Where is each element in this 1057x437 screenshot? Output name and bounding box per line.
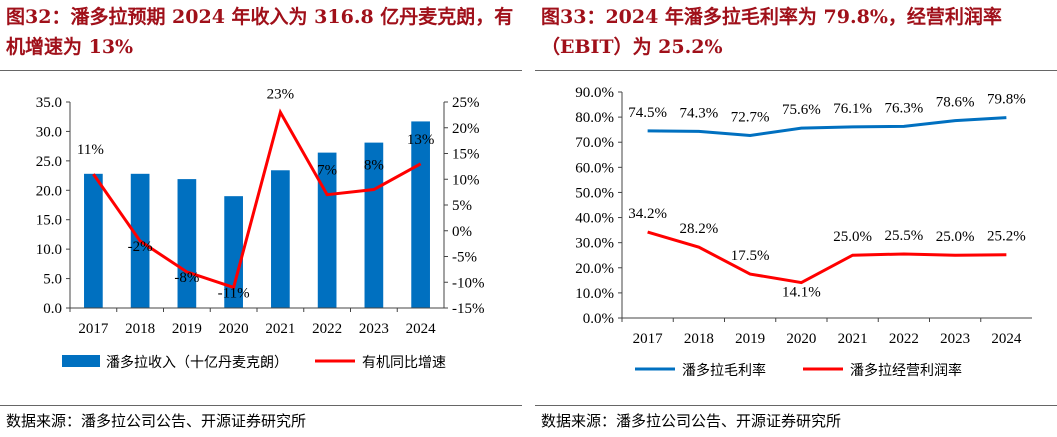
data-label: -2% (128, 239, 153, 255)
ebit-margin-line (647, 230, 1007, 285)
y-tick-label: 0.0% (583, 311, 614, 327)
x-tick-label: 2020 (786, 331, 816, 347)
data-label: 14.1% (782, 285, 821, 301)
y-tick-label: 90.0% (575, 85, 614, 101)
data-label: 76.1% (833, 101, 872, 117)
bar (317, 152, 337, 308)
x-tick-label: 2019 (735, 331, 765, 347)
data-label: 7% (317, 163, 337, 179)
right-figure-title: 图33：2024 年潘多拉毛利率为 79.8%，经营利润率（EBIT）为 25.… (541, 6, 1002, 58)
legend-label: 有机同比增速 (362, 355, 446, 371)
x-tick-label: 2021 (838, 331, 868, 347)
data-label: 25.0% (833, 229, 872, 245)
divider (535, 70, 1057, 71)
legend-label: 潘多拉毛利率 (682, 362, 766, 379)
divider (0, 405, 522, 406)
y-tick-label: 20.0% (575, 261, 614, 277)
x-tick-label: 2020 (219, 321, 249, 337)
y-tick-label: 80.0% (575, 110, 614, 126)
y2-tick-label: -10% (452, 275, 485, 291)
data-label: 74.5% (628, 105, 667, 121)
data-label: 72.7% (731, 109, 770, 125)
right-panel: 图33：2024 年潘多拉毛利率为 79.8%，经营利润率（EBIT）为 25.… (535, 0, 1057, 437)
data-label: 17.5% (731, 248, 770, 264)
margin-chart: 0.0% 10.0% 20.0% 30.0% 40.0% 50.0% 60.0% 70.0% 8… (575, 85, 1032, 379)
x-tick-label: 2023 (359, 321, 389, 337)
legend-label: 潘多拉经营利润率 (850, 362, 962, 379)
data-label: 74.3% (680, 105, 719, 121)
y2-tick-label: 20% (452, 121, 480, 137)
gross-margin-line (647, 116, 1007, 137)
bar (364, 142, 384, 308)
data-label: 75.6% (782, 102, 821, 118)
data-label: 25.0% (936, 229, 975, 245)
y-tick-label: 50.0% (575, 185, 614, 201)
bar (411, 121, 430, 309)
y2-tick-label: 10% (452, 172, 480, 188)
bar (84, 173, 103, 308)
data-label: 25.5% (885, 228, 924, 244)
data-label: -11% (218, 285, 250, 301)
x-tick-label: 2019 (172, 321, 202, 337)
bar (177, 179, 197, 308)
revenue-chart: 0.0 5.0 10.0 15.0 20.0 25.0 30.0 35.0 -15% -10% -5… (36, 86, 485, 371)
y-tick-label: 35.0 (36, 95, 62, 111)
legend-bar-swatch (62, 355, 100, 367)
y-tick-label: 30.0% (575, 236, 614, 252)
x-tick-label: 2017 (78, 321, 109, 337)
data-label: 28.2% (680, 221, 719, 237)
y2-tick-label: 25% (452, 95, 480, 111)
y-tick-label: 70.0% (575, 135, 614, 151)
left-source: 数据来源：潘多拉公司公告、开源证券研究所 (6, 412, 307, 430)
y-tick-label: 0.0 (43, 301, 62, 317)
x-tick-label: 2022 (312, 321, 342, 337)
y-tick-label: 30.0 (36, 124, 62, 140)
data-label: 25.2% (987, 229, 1026, 245)
divider (535, 405, 1057, 406)
y-tick-label: 25.0 (36, 154, 62, 170)
growth-line (92, 108, 422, 290)
y-tick-label: 10.0 (36, 242, 62, 258)
left-panel: 图32：潘多拉预期 2024 年收入为 316.8 亿丹麦克朗，有机增速为 13… (0, 0, 522, 437)
y2-tick-label: 0% (452, 224, 472, 240)
x-tick-label: 2023 (940, 331, 970, 347)
y-tick-label: 15.0 (36, 213, 62, 229)
data-label: 78.6% (936, 95, 975, 111)
y-tick-label: 40.0% (575, 211, 614, 227)
y-tick-label: 5.0 (43, 272, 62, 288)
y2-tick-label: 15% (452, 147, 480, 163)
x-tick-label: 2018 (125, 321, 155, 337)
x-tick-label: 2017 (633, 331, 664, 347)
bar (271, 170, 290, 308)
data-label: 8% (364, 158, 384, 174)
data-label: 11% (77, 142, 104, 158)
x-tick-label: 2021 (265, 321, 295, 337)
y-tick-label: 60.0% (575, 160, 614, 176)
data-label: 79.8% (987, 92, 1026, 108)
y-tick-label: 20.0 (36, 183, 62, 199)
data-label: 23% (267, 86, 295, 102)
x-tick-label: 2022 (889, 331, 919, 347)
y2-tick-label: 5% (452, 198, 472, 214)
x-tick-label: 2018 (684, 331, 714, 347)
bar (224, 196, 243, 308)
y2-tick-label: -5% (452, 250, 477, 266)
right-source: 数据来源：潘多拉公司公告、开源证券研究所 (541, 412, 842, 430)
data-label: 34.2% (628, 206, 667, 222)
x-tick-label: 2024 (991, 331, 1022, 347)
y-tick-label: 10.0% (575, 286, 614, 302)
y2-tick-label: -15% (452, 301, 485, 317)
data-label: 76.3% (885, 100, 924, 116)
x-tick-label: 2024 (406, 321, 437, 337)
legend-label: 潘多拉收入（十亿丹麦克朗） (106, 354, 288, 371)
left-figure-title: 图32：潘多拉预期 2024 年收入为 316.8 亿丹麦克朗，有机增速为 13… (6, 6, 514, 58)
data-label: 13% (407, 132, 435, 148)
data-label: -8% (174, 270, 199, 286)
divider (0, 70, 522, 71)
